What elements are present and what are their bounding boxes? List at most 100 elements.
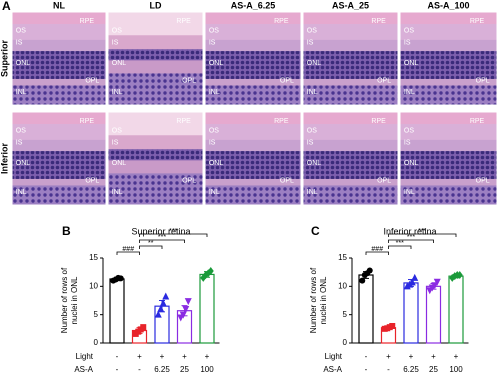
significance-bracket [365,251,389,255]
tissue-layer [12,85,106,106]
image-border [11,111,107,206]
tissue-layer [400,78,497,86]
image-border [107,111,204,206]
data-point [157,305,165,312]
tissue-layer [12,112,106,125]
data-point [408,278,416,286]
tissue-layer [108,135,203,150]
data-point [184,298,192,306]
layer-label: OS [307,127,317,134]
tissue-layer [12,24,106,41]
tissue-layer [205,124,301,141]
bar [109,278,125,344]
layer-label: IS [209,40,216,47]
treatment-label: + [409,352,414,361]
layer-label: RPE [176,118,191,125]
bar [199,273,215,344]
layer-label: INL [112,189,123,196]
y-axis-label: Number of rows of [60,267,69,333]
layer-label: OPL [476,78,490,85]
layer-label: OPL [85,78,99,85]
layer-label: RPE [371,118,386,125]
data-point [456,271,463,279]
treatment-label: 25 [180,365,189,374]
tissue-layer [303,78,398,86]
treatment-label: - [138,365,141,374]
image-border [399,111,498,206]
tissue-layer [108,60,203,74]
treatment-label: 6.25 [403,365,419,374]
data-point [207,267,214,276]
y-tick-label: 0 [343,338,348,347]
image-border [204,111,302,206]
treatment-label: + [160,352,165,361]
layer-label: OPL [280,178,294,185]
layer-label: INL [307,189,318,196]
layer-label: RPE [371,18,386,25]
layer-label: INL [404,189,415,196]
tissue-layer [400,185,497,206]
data-point [366,267,373,274]
layer-label: ONL [209,60,224,67]
layer-label: OPL [182,78,196,85]
image-border [302,111,399,206]
panel-a: A NL LD AS-A_6.25 AS-A_25 AS-A_100SuperiorRP… [0,0,498,206]
layer-label: IS [16,140,23,147]
image-border [302,11,399,106]
significance-bracket [139,233,208,237]
histology-image: RPE OS IS ONL OPL INL [204,11,302,106]
tissue-layer [108,112,203,136]
significance-label: *** [169,228,177,235]
layer-label: IS [16,40,23,47]
treatment-label: - [365,352,368,361]
data-point [182,306,190,313]
histology-image: RPE OS IS ONL OPL INL [399,111,498,206]
y-axis-label: nuclei in ONL [70,276,79,325]
layer-label: INL [112,89,123,96]
layer-label: OS [112,27,122,34]
tissue-layer [400,112,497,125]
histology-image: RPE OS IS ONL OPL INL [399,11,498,106]
y-axis-label: nuclei in ONL [319,276,328,325]
tissue-layer [108,49,203,61]
tissue-layer [205,24,301,41]
treatment-label: 100 [449,365,463,374]
tissue-layer [400,151,497,180]
histology-image: RPE OS IS ONL OPL INL [107,11,204,106]
tissue-layer [12,78,106,86]
layer-label: IS [209,140,216,147]
y-axis-label: Number of rows of [309,267,318,333]
tissue-layer [303,139,398,152]
layer-label: RPE [274,18,289,25]
panel-label: C [311,224,320,238]
significance-label: *** [418,228,426,235]
significance-label: ### [371,246,383,253]
layer-label: RPE [470,18,485,25]
image-border [204,11,302,106]
column-header: LD [150,0,162,10]
histology-image: RPE OS IS ONL OPL INL [302,111,399,206]
significance-label: *** [407,234,415,241]
treatment-name: AS-A [74,365,93,374]
treatment-label: - [365,365,368,374]
data-point [411,273,419,281]
layer-label: OS [404,27,414,34]
layer-label: INL [209,89,220,96]
bar [403,282,419,344]
layer-label: IS [112,40,119,47]
image-border [107,11,204,106]
data-point [389,323,396,329]
column-header: NL [53,0,65,10]
layer-label: IS [404,140,411,147]
tissue-layer [400,12,497,25]
treatment-label: + [431,352,436,361]
tissue-layer [108,73,203,106]
treatment-label: + [137,352,142,361]
tissue-layer [205,151,301,180]
row-label: Superior [0,40,9,78]
tissue-layer [12,124,106,141]
y-tick-label: 5 [94,310,99,319]
tissue-layer [108,149,203,161]
layer-label: ONL [404,60,419,67]
